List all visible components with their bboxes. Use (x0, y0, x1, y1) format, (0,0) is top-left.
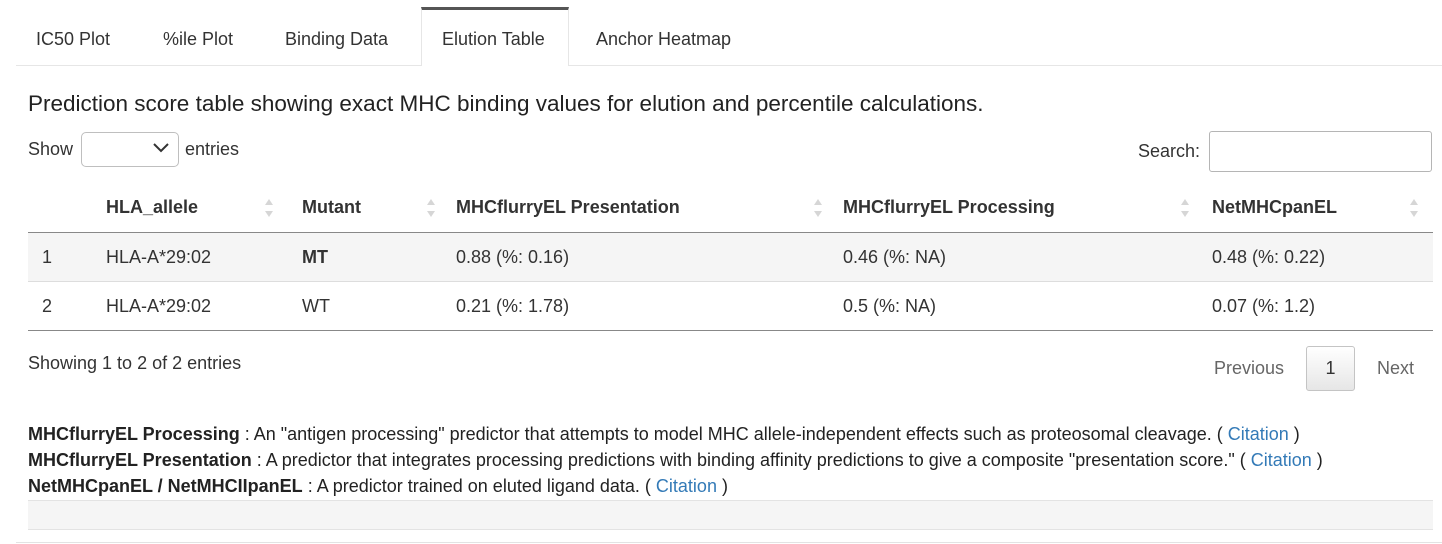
note-processing: MHCflurryEL Processing : An "antigen pro… (28, 421, 1323, 447)
column-header-label: NetMHCpanEL (1212, 196, 1337, 217)
search-label: Search: (1137, 141, 1200, 161)
pagination: Previous 1 Next (1202, 345, 1414, 392)
tab-elution-table[interactable]: Elution Table (421, 7, 569, 66)
citation-link[interactable]: Citation (1227, 424, 1289, 444)
cell-processing: 0.46 (%: NA) (843, 232, 1212, 282)
divider (16, 542, 1442, 543)
note-term: MHCflurryEL Processing (28, 424, 240, 444)
note-close: ) (716, 476, 728, 496)
column-header-mhcflurryel-processing[interactable]: MHCflurryEL Processing (843, 182, 1212, 233)
column-header-label: MHCflurryEL Processing (843, 196, 1055, 217)
table-header-row: HLA_allele Mutant MHCflurryEL Presentati… (28, 182, 1433, 233)
column-header-index[interactable] (28, 182, 106, 233)
sort-icon (1410, 199, 1418, 217)
search-box: Search: (1138, 131, 1432, 172)
cell-presentation: 0.21 (%: 1.78) (456, 281, 843, 331)
length-menu-prefix: Show (28, 139, 74, 159)
tab-percentile-plot[interactable]: %ile Plot (163, 29, 234, 49)
table-info: Showing 1 to 2 of 2 entries (28, 353, 242, 373)
length-menu-suffix: entries (185, 139, 240, 159)
note-netmhcpanel: NetMHCpanEL / NetMHCIIpanEL : A predicto… (28, 473, 1323, 499)
column-header-mutant[interactable]: Mutant (302, 182, 456, 233)
sort-icon (814, 199, 822, 217)
tab-bar: IC50 Plot %ile Plot Binding Data Elution… (16, 7, 1442, 66)
citation-link[interactable]: Citation (655, 476, 717, 496)
next-button[interactable]: Next (1376, 358, 1414, 378)
cell-processing: 0.5 (%: NA) (843, 281, 1212, 331)
sort-icon (1181, 199, 1189, 217)
column-header-label: MHCflurryEL Presentation (456, 196, 680, 217)
column-header-label: Mutant (302, 196, 361, 217)
note-term: MHCflurryEL Presentation (28, 450, 252, 470)
note-close: ) (1288, 424, 1300, 444)
table-description: Prediction score table showing exact MHC… (28, 91, 984, 116)
table-row[interactable]: 2 HLA-A*29:02 WT 0.21 (%: 1.78) 0.5 (%: … (28, 281, 1433, 331)
column-header-hla-allele[interactable]: HLA_allele (106, 182, 302, 233)
chevron-down-icon (153, 143, 169, 153)
column-header-netmhcpanel[interactable]: NetMHCpanEL (1212, 182, 1433, 233)
previous-button[interactable]: Previous (1213, 358, 1284, 378)
citation-link[interactable]: Citation (1250, 450, 1312, 470)
cell-index: 1 (28, 232, 106, 282)
tab-binding-data[interactable]: Binding Data (285, 29, 389, 49)
note-close: ) (1311, 450, 1323, 470)
table-row[interactable]: 1 HLA-A*29:02 MT 0.88 (%: 0.16) 0.46 (%:… (28, 232, 1433, 282)
cell-index: 2 (28, 281, 106, 331)
note-term: NetMHCpanEL / NetMHCIIpanEL (28, 476, 303, 496)
column-header-label: HLA_allele (106, 196, 199, 217)
tab-anchor-heatmap[interactable]: Anchor Heatmap (596, 29, 732, 49)
cell-netmhcpanel: 0.48 (%: 0.22) (1212, 232, 1433, 282)
column-header-mhcflurryel-presentation[interactable]: MHCflurryEL Presentation (456, 182, 843, 233)
note-text: : An "antigen processing" predictor that… (239, 424, 1228, 444)
search-input[interactable] (1209, 131, 1432, 172)
length-menu: Show entries (28, 131, 239, 168)
predictor-notes: MHCflurryEL Processing : An "antigen pro… (28, 421, 1323, 499)
entries-select[interactable] (81, 132, 180, 167)
cell-hla-allele: HLA-A*29:02 (106, 232, 302, 282)
cell-hla-allele: HLA-A*29:02 (106, 281, 302, 331)
cell-netmhcpanel: 0.07 (%: 1.2) (1212, 281, 1433, 331)
cell-presentation: 0.88 (%: 0.16) (456, 232, 843, 282)
note-presentation: MHCflurryEL Presentation : A predictor t… (28, 447, 1323, 473)
sort-icon (265, 199, 273, 217)
footer-bar (28, 500, 1433, 530)
note-text: : A predictor that integrates processing… (251, 450, 1251, 470)
page-1-button[interactable]: 1 (1305, 346, 1355, 391)
tab-ic50-plot[interactable]: IC50 Plot (36, 29, 111, 49)
sort-icon (427, 199, 435, 217)
note-text: : A predictor trained on eluted ligand d… (302, 476, 656, 496)
cell-mutant: MT (302, 232, 456, 282)
elution-table: HLA_allele Mutant MHCflurryEL Presentati… (28, 182, 1433, 331)
cell-mutant: WT (302, 281, 456, 331)
